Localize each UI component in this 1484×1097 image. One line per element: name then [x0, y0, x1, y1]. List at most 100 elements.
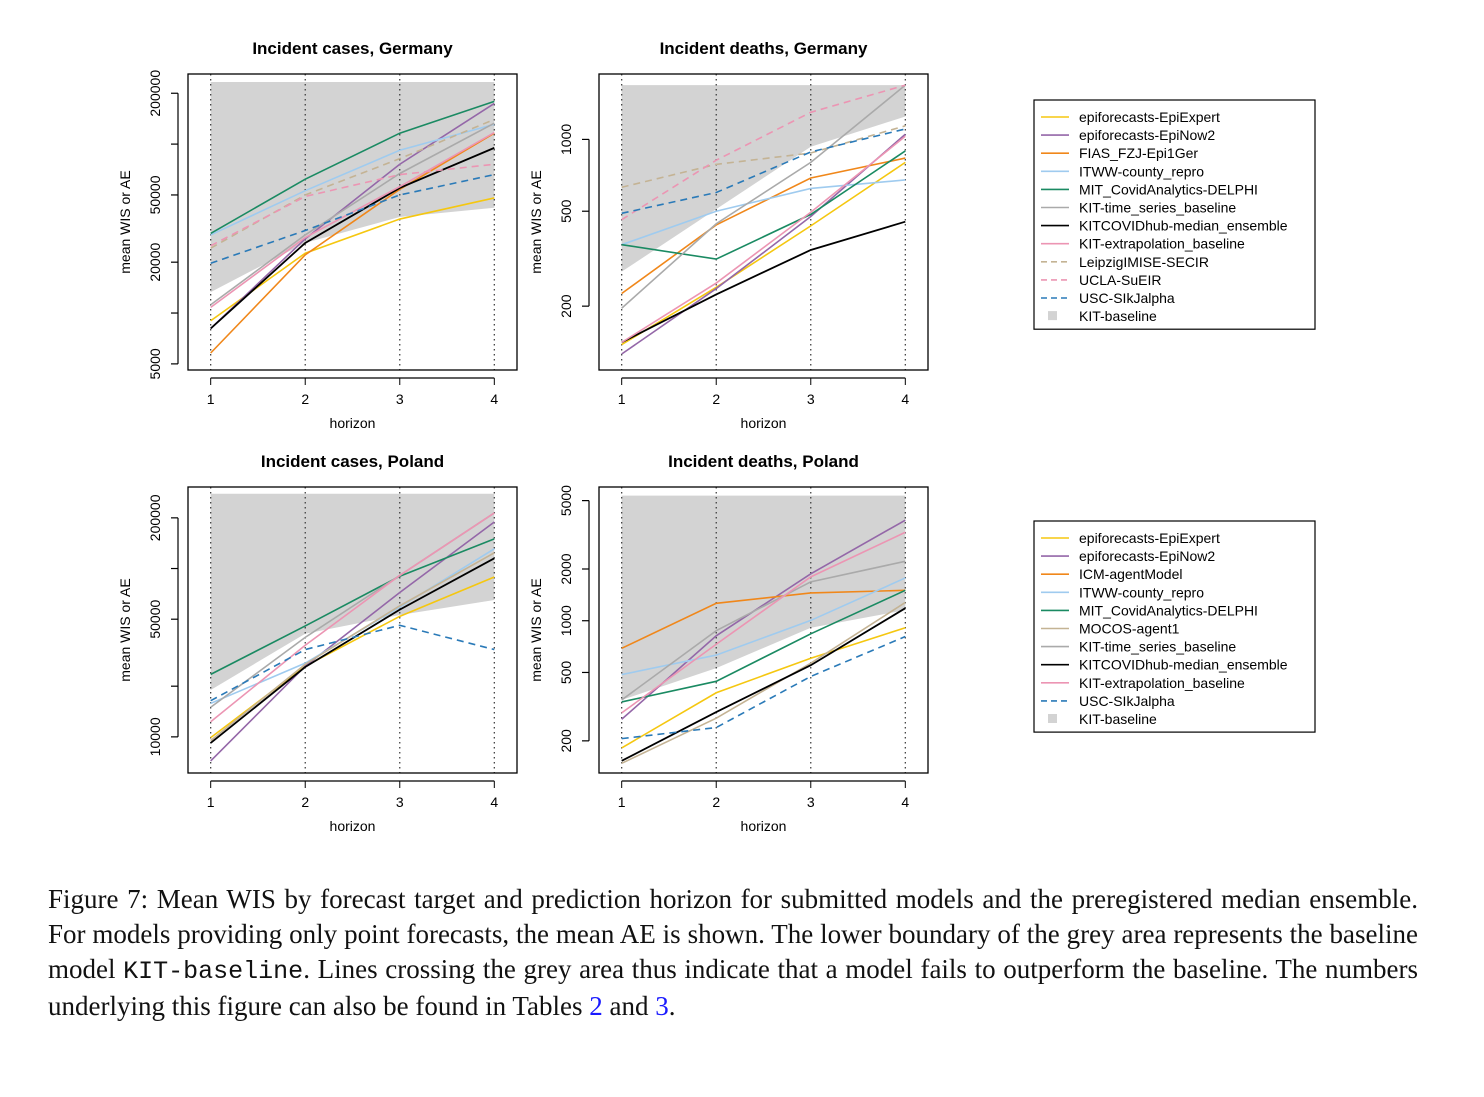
caption-text-2: . Lines crossing the grey area thus indi… — [48, 954, 1418, 1021]
panel-title: Incident cases, Poland — [261, 452, 444, 471]
series-mit-covidanalytics-delphi — [210, 538, 495, 676]
legend-item-epiforecasts-epiexpert: epiforecasts-EpiExpert — [1041, 109, 1220, 125]
panel-title: Incident deaths, Germany — [660, 39, 868, 58]
y-tick-label: 200000 — [147, 70, 163, 117]
panel-incident-cases-poland: 1 2 3 4 horizon 10000 50000 200000 mean WIS or A… — [117, 452, 518, 834]
x-tick-label: 3 — [396, 794, 404, 810]
legend-item-epiforecasts-epiexpert: epiforecasts-EpiExpert — [1041, 530, 1220, 546]
y-axis-label: mean WIS or AE — [117, 578, 133, 681]
legend-label: KIT-baseline — [1079, 308, 1157, 324]
legend-label: KIT-time_series_baseline — [1079, 200, 1236, 216]
series-itww-county-repro — [621, 179, 906, 246]
series-epiforecasts-epinow2 — [621, 133, 906, 355]
legend-item-itww-county-repro: ITWW-county_repro — [1041, 163, 1204, 179]
plot-frame — [598, 486, 929, 774]
plot-frame — [598, 73, 929, 371]
series-leipzigimise-secir — [621, 125, 906, 189]
y-tick-label: 20000 — [147, 243, 163, 282]
y-tick-label: 200 — [558, 294, 574, 318]
legend-label: MIT_CovidAnalytics-DELPHI — [1079, 602, 1258, 618]
legend-label: LeipzigIMISE-SECIR — [1079, 254, 1209, 270]
x-tick-label: 1 — [618, 794, 626, 810]
legend-item-epiforecasts-epinow2: epiforecasts-EpiNow2 — [1041, 548, 1215, 564]
legend-label: MOCOS-agent1 — [1079, 621, 1180, 637]
series-itww-county-repro — [210, 123, 495, 236]
series-kitcovidhub-median-ensemble — [210, 557, 495, 744]
series-kit-time-series-baseline — [621, 560, 906, 701]
figure-caption: Figure 7: Mean WIS by forecast target an… — [48, 882, 1418, 1024]
table-ref-link-2[interactable]: 2 — [589, 991, 603, 1021]
legend-label: ITWW-county_repro — [1079, 584, 1204, 600]
x-tick-label: 2 — [712, 391, 720, 407]
legend-item-kit-time-series-baseline: KIT-time_series_baseline — [1041, 200, 1236, 216]
y-tick-label: 500 — [558, 661, 574, 685]
legend-label: KIT-baseline — [1079, 711, 1157, 727]
x-tick-label: 4 — [490, 794, 498, 810]
figure-7: 1 2 3 4 horizon 5000 20000 50000 200000 mean WIS … — [117, 39, 1316, 834]
series-mocos-agent1 — [210, 552, 495, 742]
series-icm-agentmodel — [621, 589, 906, 650]
series-kitcovidhub-median-ensemble — [210, 147, 495, 330]
legend-item-mocos-agent1: MOCOS-agent1 — [1041, 621, 1180, 637]
series-usc-sikjalpha — [621, 128, 906, 215]
series-ucla-sueir — [210, 163, 495, 247]
legend-label: KITCOVIDhub-median_ensemble — [1079, 218, 1288, 234]
series-usc-sikjalpha — [210, 624, 495, 702]
legend-item-ucla-sueir: UCLA-SuEIR — [1041, 272, 1161, 288]
caption-text-1: Mean WIS by forecast target and predicti… — [48, 884, 1418, 984]
legend-item-fias-fzj-epi1ger: FIAS_FZJ-Epi1Ger — [1041, 145, 1198, 161]
x-tick-label: 3 — [807, 794, 815, 810]
x-axis-label: horizon — [741, 818, 787, 834]
plot-frame — [187, 486, 518, 774]
legend-germany: epiforecasts-EpiExpert epiforecasts-EpiNo… — [1033, 99, 1316, 330]
panel-title: Incident deaths, Poland — [668, 452, 859, 471]
series-usc-sikjalpha — [621, 635, 906, 740]
y-tick-label: 50000 — [147, 600, 163, 639]
y-tick-label: 1000 — [558, 605, 574, 636]
baseline-area — [621, 85, 906, 272]
series-fias-fzj-epi1ger — [210, 132, 495, 354]
x-tick-label: 1 — [207, 391, 215, 407]
legend-label: KITCOVIDhub-median_ensemble — [1079, 657, 1288, 673]
plot-frame — [187, 73, 518, 371]
legend-item-usc-sikjalpha: USC-SIkJalpha — [1041, 693, 1175, 709]
legend-item-kit-extrapolation-baseline: KIT-extrapolation_baseline — [1041, 236, 1245, 252]
series-kit-extrapolation-baseline — [621, 135, 906, 344]
x-axis-label: horizon — [330, 818, 376, 834]
y-tick-label: 500 — [558, 199, 574, 223]
panel-incident-cases-germany: 1 2 3 4 horizon 5000 20000 50000 200000 mean WIS … — [117, 39, 518, 431]
legend-item-itww-county-repro: ITWW-county_repro — [1041, 584, 1204, 600]
legend-item-mit-covidanalytics-delphi: MIT_CovidAnalytics-DELPHI — [1041, 181, 1258, 197]
series-epiforecasts-epiexpert — [621, 161, 906, 346]
legend-label: USC-SIkJalpha — [1079, 290, 1175, 306]
y-tick-label: 5000 — [558, 485, 574, 516]
legend-item-epiforecasts-epinow2: epiforecasts-EpiNow2 — [1041, 127, 1215, 143]
series-kit-extrapolation-baseline — [621, 531, 906, 714]
legend-item-icm-agentmodel: ICM-agentModel — [1041, 566, 1183, 582]
x-tick-label: 3 — [396, 391, 404, 407]
x-axis-label: horizon — [330, 415, 376, 431]
baseline-area — [210, 493, 495, 690]
x-tick-label: 4 — [901, 794, 909, 810]
legend-label: KIT-extrapolation_baseline — [1079, 236, 1245, 252]
series-fias-fzj-epi1ger — [621, 157, 906, 295]
table-ref-link-3[interactable]: 3 — [655, 991, 669, 1021]
legend-label: epiforecasts-EpiExpert — [1079, 530, 1220, 546]
y-tick-label: 5000 — [147, 348, 163, 379]
legend-item-kit-baseline: KIT-baseline — [1048, 711, 1157, 727]
y-tick-label: 1000 — [558, 124, 574, 155]
legend-item-kit-time-series-baseline: KIT-time_series_baseline — [1041, 639, 1236, 655]
legend-item-kit-extrapolation-baseline: KIT-extrapolation_baseline — [1041, 675, 1245, 691]
legend-label: UCLA-SuEIR — [1079, 272, 1161, 288]
x-tick-label: 2 — [301, 391, 309, 407]
legend-label: MIT_CovidAnalytics-DELPHI — [1079, 181, 1258, 197]
legend-item-leipzigimise-secir: LeipzigIMISE-SECIR — [1041, 254, 1209, 270]
series-kit-time-series-baseline — [210, 122, 495, 306]
x-tick-label: 4 — [490, 391, 498, 407]
y-axis-label: mean WIS or AE — [528, 170, 544, 273]
y-tick-label: 10000 — [147, 717, 163, 756]
series-kit-time-series-baseline — [621, 84, 906, 309]
legend-label: FIAS_FZJ-Epi1Ger — [1079, 145, 1198, 161]
legend-label: ICM-agentModel — [1079, 566, 1183, 582]
legend-item-usc-sikjalpha: USC-SIkJalpha — [1041, 290, 1175, 306]
